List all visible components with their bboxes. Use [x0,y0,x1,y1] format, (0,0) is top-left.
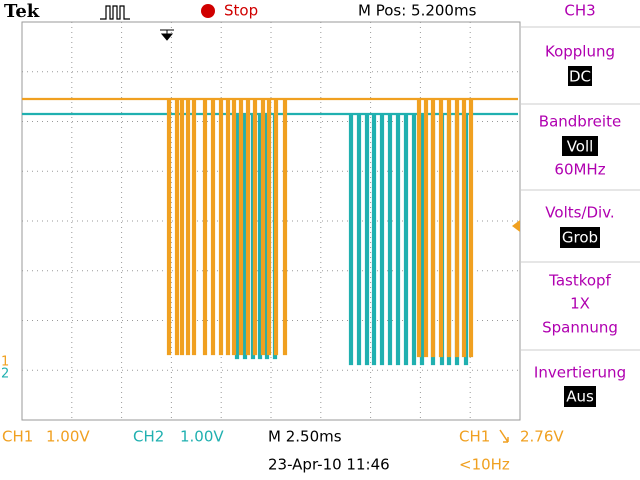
horizontal-position: M Pos: 5.200ms [358,2,477,20]
acquire-icon [100,5,130,20]
menu-value: 1X [570,295,590,313]
trigger-slope-icon [499,429,509,443]
ch1-scale: 1.00V [46,428,90,446]
trigger-frequency: <10Hz [459,456,510,474]
menu-value: Voll [567,138,594,156]
ch1-label: CH1 [2,428,33,446]
value-box [560,227,600,248]
trigger-source: CH1 [459,428,490,446]
trigger-level-marker [512,220,520,232]
value-box [562,136,598,156]
timebase: M 2.50ms [268,428,342,446]
trigger-position-marker [160,29,174,41]
waveforms [22,97,518,366]
brand: Tek [4,1,40,22]
menu-button[interactable]: Invertierung Aus [534,364,626,408]
menu-label: Tastkopf [548,272,611,290]
menu-note: Spannung [542,319,618,337]
ch2-trace [22,112,518,366]
ch2-marker: 2 [1,367,9,382]
trigger-level: 2.76V [520,428,564,446]
value-box [568,66,592,86]
menu-button[interactable]: Kopplung DC [545,43,615,87]
menu-value: DC [569,68,591,86]
menu-title: CH3 [564,2,595,20]
stop-icon [201,4,215,18]
date-time: 23-Apr-10 11:46 [268,456,390,474]
menu-label: Volts/Div. [545,204,614,222]
menu-button[interactable]: Bandbreite Voll 60MHz [539,113,621,179]
menu-label: Kopplung [545,43,615,61]
ch1-marker: 1 [1,355,9,370]
value-box [564,386,596,407]
menu-button[interactable]: Tastkopf 1X Spannung [542,272,618,337]
menu-value: Grob [562,229,598,247]
menu-label: Bandbreite [539,113,621,131]
menu-button[interactable]: Volts/Div. Grob [545,204,615,249]
ch2-scale: 1.00V [180,428,224,446]
side-menu: CH3 Kopplung DC Bandbreite Voll 60MHz Vo… [520,2,640,408]
menu-note: 60MHz [554,161,605,179]
menu-label: Invertierung [534,364,626,382]
ch2-label: CH2 [133,428,164,446]
graticule [21,21,521,421]
run-status: Stop [224,2,258,20]
ch1-trace [22,97,518,358]
menu-value: Aus [566,388,594,406]
